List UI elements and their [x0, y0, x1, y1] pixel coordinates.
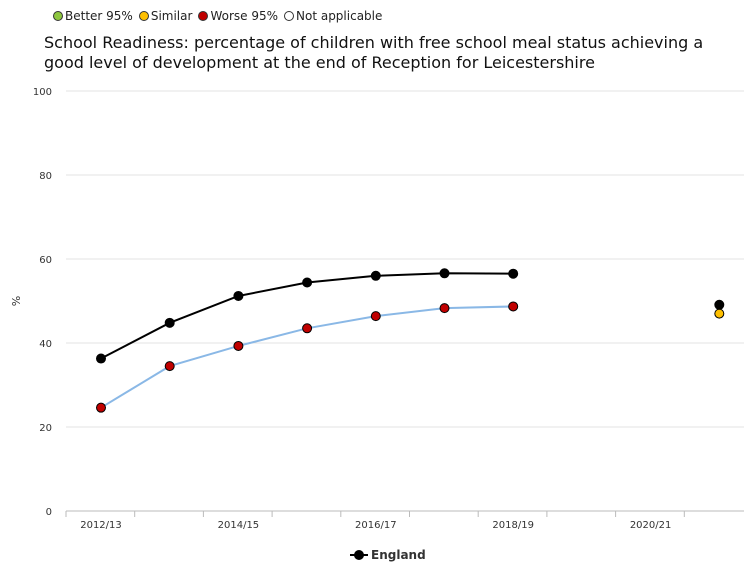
y-tick-label: 0	[46, 507, 52, 518]
legend-item-not-applicable[interactable]: Not applicable	[284, 9, 382, 23]
data-point-0-9	[714, 299, 725, 310]
y-axis-label: %	[10, 296, 23, 306]
y-tick-label: 80	[39, 171, 52, 182]
data-point-1-5	[439, 303, 450, 314]
data-point-0-5	[439, 268, 450, 279]
data-point-1-0	[96, 402, 106, 413]
legend-label-better: Better 95%	[65, 9, 133, 23]
data-point-0-2	[233, 290, 244, 301]
x-tick-label: 2020/21	[630, 520, 672, 531]
legend-label-similar: Similar	[150, 9, 193, 23]
y-tick-label: 40	[39, 339, 52, 350]
legend-item-worse[interactable]: Worse 95%	[198, 9, 278, 23]
rag-legend: Better 95% Similar Worse 95% Not applica…	[53, 7, 388, 25]
data-point-0-0	[96, 353, 106, 364]
x-tick-label: 2018/19	[492, 520, 534, 531]
legend-label-not-applicable: Not applicable	[296, 9, 383, 23]
data-point-1-2	[233, 340, 244, 351]
better-dot-icon	[53, 11, 63, 21]
data-point-0-6	[508, 268, 519, 279]
legend-label-worse: Worse 95%	[210, 9, 278, 23]
legend-item-similar[interactable]: Similar	[138, 9, 193, 23]
series-legend[interactable]: England	[350, 548, 426, 562]
series-legend-label: England	[371, 548, 426, 562]
not-applicable-dot-icon	[284, 11, 294, 21]
y-tick-label: 100	[33, 87, 52, 98]
y-tick-label: 20	[39, 423, 52, 434]
series-line-1	[100, 305, 514, 409]
data-point-1-6	[508, 301, 519, 312]
chart-title: School Readiness: percentage of children…	[44, 33, 704, 72]
data-point-1-9	[714, 308, 725, 319]
england-marker-icon	[350, 549, 368, 561]
similar-dot-icon	[138, 11, 149, 21]
data-point-1-4	[370, 311, 381, 322]
data-point-1-3	[302, 323, 313, 334]
legend-item-better[interactable]: Better 95%	[53, 9, 133, 23]
x-tick-label: 2014/15	[218, 520, 260, 531]
data-point-0-1	[164, 317, 175, 328]
data-point-1-1	[164, 361, 175, 372]
worse-dot-icon	[198, 11, 209, 21]
y-tick-label: 60	[39, 255, 52, 266]
x-tick-label: 2012/13	[80, 520, 122, 531]
data-point-0-3	[302, 277, 313, 288]
x-tick-label: 2016/17	[355, 520, 397, 531]
data-point-0-4	[370, 270, 381, 281]
